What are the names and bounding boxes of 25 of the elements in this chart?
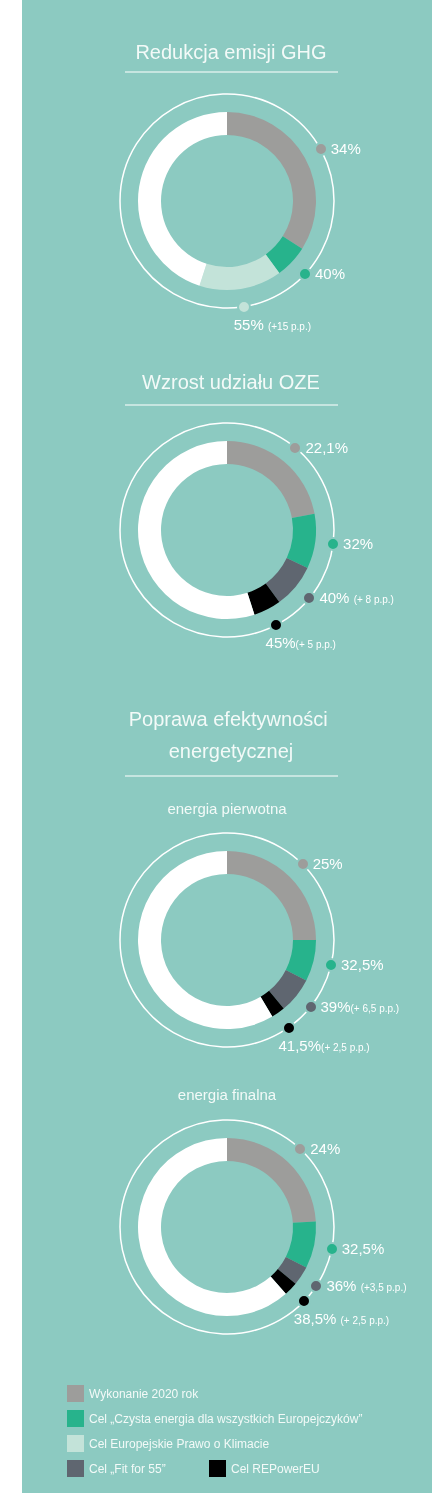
text: 36% (+3,5 p.p.): [326, 1276, 407, 1294]
text: 32,5%: [341, 1239, 385, 1257]
text: 38,5% (+ 2,5 p.p.): [293, 1310, 390, 1328]
text: 34%: [330, 140, 361, 158]
text: 22,1%: [305, 438, 348, 456]
text: 24%: [310, 1140, 341, 1157]
text: 32%: [343, 534, 374, 552]
text: 32,5%: [341, 955, 384, 973]
chart-subtitle: energia pierwotna: [167, 799, 288, 817]
legend-label: Cel „Czysta energia dla wszystkich Europejczyków”: [89, 1411, 363, 1426]
legend-label: Wykonanie 2020 rok: [89, 1386, 200, 1401]
text: 41,5%(+ 2,5 p.p.): [278, 1036, 370, 1054]
text: 25%: [312, 855, 343, 873]
text: 39%(+ 6,5 p.p.): [320, 997, 400, 1015]
legend-label: Cel Europejskie Prawo o Klimacie: [89, 1436, 270, 1451]
text: 45%(+ 5 p.p.): [265, 634, 336, 652]
text: 40%: [314, 265, 346, 283]
chart-title: Poprawa efektywności energetycznej: [128, 708, 334, 762]
chart-title: Redukcja emisji GHG: [135, 41, 327, 63]
text: 55% (+15 p.p.): [233, 315, 312, 333]
chart-title: Wzrost udziału OZE: [142, 371, 320, 393]
chart-subtitle: energia finalna: [177, 1085, 277, 1103]
legend-label: Cel „Fit for 55”: [89, 1461, 166, 1476]
text: 40% (+ 8 p.p.): [319, 589, 394, 607]
legend-label: Cel REPowerEU: [231, 1461, 320, 1476]
